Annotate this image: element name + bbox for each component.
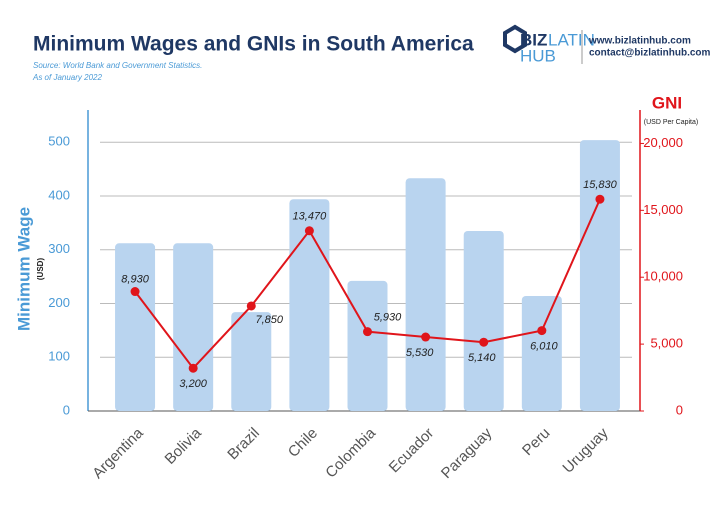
y-tick-label: 0 — [63, 402, 70, 417]
x-tick-label: Ecuador — [386, 425, 438, 477]
point — [246, 301, 256, 311]
y2-axis-title: GNI — [652, 93, 682, 112]
y2-tick-label: 15,000 — [643, 202, 683, 217]
value-label: 15,830 — [583, 179, 618, 191]
logo-text: HUB — [520, 46, 556, 65]
point — [595, 194, 605, 204]
point — [421, 332, 431, 342]
point — [537, 326, 547, 336]
y2-tick-label: 5,000 — [650, 336, 683, 351]
logo-text: LATIN — [548, 30, 595, 49]
y-axis-title: Minimum Wage — [14, 207, 33, 331]
x-tick-label: Chile — [285, 425, 321, 461]
y-tick-label: 200 — [48, 295, 70, 310]
value-label: 5,530 — [406, 347, 434, 359]
value-label: 13,470 — [293, 211, 328, 223]
y2-axis-unit: (USD Per Capita) — [644, 119, 698, 126]
y2-tick-label: 20,000 — [643, 135, 683, 150]
value-label: 5,140 — [468, 352, 496, 364]
email: contact@bizlatinhub.com — [589, 48, 711, 59]
point — [304, 226, 314, 236]
bar — [347, 280, 388, 411]
chart-title: Minimum Wages and GNIs in South America — [33, 33, 474, 56]
x-tick-label: Uruguay — [559, 424, 611, 476]
bar — [173, 243, 214, 411]
website: www.bizlatinhub.com — [588, 36, 691, 47]
point — [130, 287, 140, 297]
y2-tick-label: 0 — [676, 402, 683, 417]
value-label: 3,200 — [179, 378, 207, 390]
y-axis-unit: (USD) — [36, 258, 45, 281]
value-label: 8,930 — [121, 273, 149, 285]
bar — [115, 243, 156, 411]
x-tick-label: Paraguay — [438, 424, 496, 482]
y2-tick-label: 10,000 — [643, 269, 683, 284]
logo-text: BIZ — [520, 30, 547, 49]
bar — [463, 230, 504, 411]
x-tick-label: Colombia — [322, 424, 379, 481]
x-tick-label: Argentina — [89, 424, 147, 482]
logo-mark — [503, 24, 527, 54]
bar — [405, 178, 446, 411]
point — [479, 337, 489, 347]
note: As of January 2022 — [32, 73, 102, 82]
y-tick-label: 300 — [48, 241, 70, 256]
logo: BIZ LATIN HUB — [503, 24, 595, 65]
value-label: 6,010 — [530, 341, 558, 353]
value-label: 7,850 — [256, 314, 284, 326]
bar — [579, 140, 620, 411]
y-tick-label: 400 — [48, 187, 70, 202]
point — [188, 363, 198, 373]
bar — [521, 295, 562, 411]
point — [363, 327, 372, 337]
x-tick-label: Peru — [519, 425, 553, 459]
value-label: 5,930 — [374, 312, 402, 324]
x-tick-label: Brazil — [224, 425, 263, 464]
x-tick-label: Bolivia — [162, 424, 206, 468]
bar — [231, 312, 272, 411]
source: Source: World Bank and Government Statis… — [33, 61, 202, 70]
y-tick-label: 500 — [48, 134, 70, 149]
y-tick-label: 100 — [48, 349, 70, 364]
bar — [289, 199, 330, 411]
